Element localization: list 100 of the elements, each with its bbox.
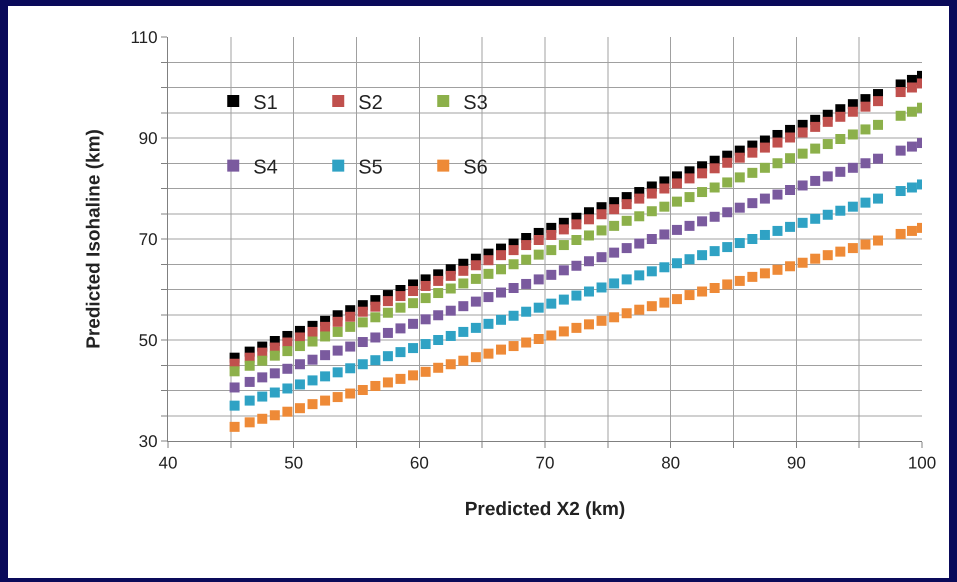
point — [320, 396, 330, 406]
x-tick-label: 40 — [158, 453, 178, 472]
point — [785, 222, 796, 232]
point — [646, 266, 657, 276]
point — [710, 246, 720, 256]
point — [848, 162, 858, 173]
point — [609, 312, 620, 322]
point — [470, 274, 481, 284]
point — [546, 270, 556, 280]
point — [308, 399, 318, 410]
point — [684, 173, 695, 184]
point — [584, 230, 594, 240]
point — [546, 298, 556, 309]
point — [358, 306, 368, 317]
point — [308, 326, 318, 337]
point — [382, 296, 393, 306]
y-axis-title: Predicted Isohaline (km) — [83, 129, 104, 349]
point — [571, 290, 582, 301]
point — [848, 202, 858, 212]
point — [646, 234, 657, 244]
point — [332, 367, 343, 378]
point — [395, 347, 406, 358]
point — [810, 144, 820, 154]
point — [308, 354, 318, 365]
point — [521, 278, 532, 289]
point — [458, 266, 468, 276]
legend-label: S4 — [253, 156, 278, 178]
point — [634, 270, 644, 280]
x-tick-label: 90 — [786, 453, 806, 472]
point — [282, 346, 292, 356]
y-tick-label: 50 — [138, 330, 158, 350]
point — [244, 396, 255, 406]
point — [571, 235, 582, 246]
point — [697, 286, 708, 297]
point — [722, 279, 732, 290]
point — [906, 82, 917, 92]
point — [596, 316, 607, 326]
point — [896, 186, 906, 196]
point — [358, 317, 368, 328]
point — [508, 282, 519, 293]
point — [433, 335, 444, 345]
point — [534, 302, 544, 313]
point — [684, 220, 695, 231]
point — [860, 158, 870, 168]
point — [772, 158, 782, 168]
point — [470, 296, 481, 307]
point — [382, 308, 393, 318]
point — [760, 268, 770, 278]
point — [458, 301, 468, 312]
point — [609, 204, 620, 214]
point — [672, 294, 682, 304]
point — [257, 414, 268, 424]
point — [659, 202, 670, 212]
point — [835, 246, 846, 257]
point — [244, 417, 255, 428]
point — [257, 372, 268, 382]
point — [798, 258, 808, 268]
point — [345, 312, 356, 322]
point — [684, 254, 695, 264]
point — [860, 240, 870, 250]
point — [810, 214, 820, 224]
point — [332, 392, 343, 402]
point — [496, 288, 506, 298]
point — [483, 318, 494, 329]
point — [906, 106, 917, 117]
x-axis-title: Predicted X2 (km) — [464, 499, 626, 520]
point — [722, 158, 732, 168]
point — [822, 139, 833, 150]
point — [345, 363, 356, 374]
point — [710, 282, 720, 293]
point — [320, 350, 330, 360]
point — [370, 355, 380, 366]
point — [622, 274, 632, 284]
point — [446, 330, 456, 341]
point — [697, 187, 708, 198]
point — [896, 87, 906, 98]
point — [270, 388, 280, 398]
point — [634, 211, 644, 222]
legend-label: S6 — [463, 156, 488, 178]
point — [722, 242, 732, 252]
point — [370, 312, 380, 322]
point — [596, 252, 607, 262]
point — [483, 292, 494, 302]
point — [734, 152, 745, 163]
point — [345, 388, 356, 399]
point — [521, 306, 532, 317]
point — [835, 134, 846, 144]
point — [496, 264, 506, 274]
point — [584, 256, 594, 266]
point — [896, 228, 906, 239]
x-tick-label: 70 — [536, 453, 554, 472]
point — [596, 209, 607, 220]
point — [584, 214, 594, 224]
point — [760, 230, 770, 240]
point — [534, 334, 544, 344]
point — [320, 371, 330, 382]
point — [244, 360, 255, 371]
point — [534, 235, 544, 246]
point — [906, 142, 917, 152]
point — [873, 236, 884, 246]
